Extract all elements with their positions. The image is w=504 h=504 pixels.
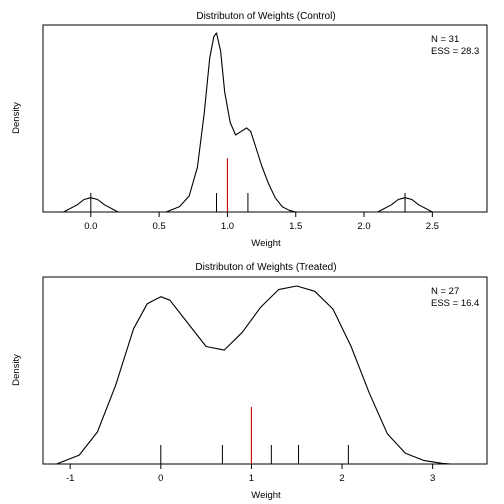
control-x-tick-label: 2.0 — [357, 221, 370, 232]
treated-x-axis: -1 0 1 2 3 — [66, 463, 435, 484]
treated-x-axis-label: Weight — [251, 490, 281, 501]
treated-x-tick-label: -1 — [66, 473, 74, 484]
treated-x-tick-label: 3 — [430, 473, 435, 484]
control-marks — [63, 32, 433, 213]
control-stat-n: N = 31 — [431, 34, 459, 45]
treated-density-curve — [56, 285, 451, 465]
control-plot-frame — [42, 24, 488, 213]
treated-panel: Distributon of Weights (Treated) N = 27 … — [11, 262, 488, 501]
control-x-tick-label: 2.5 — [426, 221, 439, 232]
treated-x-tick-label: 0 — [158, 473, 163, 484]
control-panel: Distributon of Weights (Control) N = 31 … — [11, 11, 488, 249]
treated-marks — [56, 285, 451, 465]
control-x-axis-label: Weight — [251, 238, 281, 249]
control-x-tick-label: 1.5 — [289, 221, 302, 232]
treated-title: Distributon of Weights (Treated) — [195, 262, 336, 273]
control-x-tick-label: 0.0 — [84, 221, 97, 232]
control-y-axis-label: Density — [11, 102, 22, 134]
treated-stat-n: N = 27 — [431, 286, 459, 297]
treated-plot-frame — [42, 276, 488, 465]
treated-x-tick-label: 2 — [339, 473, 344, 484]
treated-stat-ess: ESS = 16.4 — [431, 298, 479, 309]
control-title: Distributon of Weights (Control) — [196, 11, 335, 22]
control-x-tick-label: 1.0 — [221, 221, 234, 232]
control-x-tick-label: 0.5 — [153, 221, 166, 232]
treated-y-axis-label: Density — [11, 354, 22, 386]
control-stat-ess: ESS = 28.3 — [431, 46, 479, 57]
control-x-axis: 0.0 0.5 1.0 1.5 2.0 2.5 — [84, 211, 439, 232]
control-density-curve — [63, 32, 433, 213]
treated-x-tick-label: 1 — [249, 473, 254, 484]
